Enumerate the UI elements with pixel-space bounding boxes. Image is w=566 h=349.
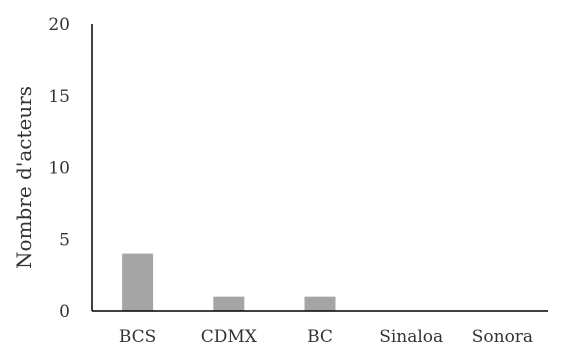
y-tick-label-4: 20 <box>48 15 70 35</box>
x-tick-label-bc: BC <box>307 327 333 347</box>
y-tick-label-2: 10 <box>48 159 70 179</box>
bar-cdmx <box>213 296 245 311</box>
bars <box>122 253 336 311</box>
x-axis-ticks: BCS CDMX BC Sinaloa Sonora <box>119 327 533 347</box>
bar-bc <box>304 296 336 311</box>
y-tick-label-3: 15 <box>48 87 70 107</box>
bar-bcs <box>122 253 154 311</box>
x-tick-label-bcs: BCS <box>119 327 156 347</box>
x-tick-label-cdmx: CDMX <box>201 327 258 347</box>
y-tick-label-0: 0 <box>59 302 70 322</box>
x-tick-label-sinaloa: Sinaloa <box>379 327 443 347</box>
y-tick-label-1: 5 <box>59 230 70 250</box>
y-axis-title: Nombre d'acteurs <box>12 86 36 269</box>
y-axis-ticks: 0 5 10 15 20 <box>48 15 70 322</box>
x-tick-label-sonora: Sonora <box>472 327 533 347</box>
